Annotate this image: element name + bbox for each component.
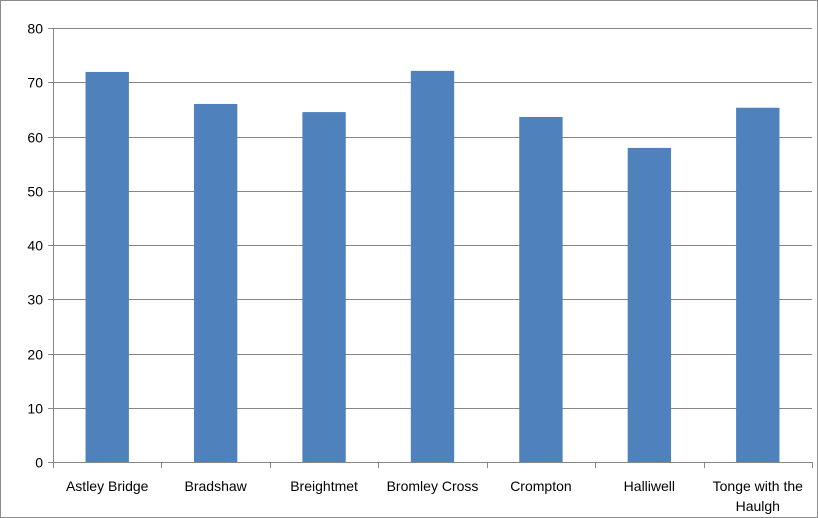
xtick-label: Bradshaw [185, 478, 248, 494]
xtick-label-line: Astley Bridge [66, 478, 149, 494]
xtick-label-line: Breightmet [290, 478, 358, 494]
xtick-label: Tonge with the Haulgh [713, 478, 803, 514]
ytick-label: 30 [27, 292, 43, 308]
bar [736, 107, 780, 462]
xtick-label-line: Crompton [510, 478, 571, 494]
xtick-label-line: Halliwell [624, 478, 675, 494]
ytick-label: 40 [27, 238, 43, 254]
ytick-label: 20 [27, 347, 43, 363]
xtick-label-line: Bromley Cross [387, 478, 479, 494]
xtick-label-line: Tonge with the [713, 478, 803, 494]
bar [302, 112, 346, 463]
bar [193, 103, 238, 462]
xtick-label-line: Bradshaw [185, 478, 248, 494]
ytick-label: 50 [27, 184, 43, 200]
ytick-label: 60 [27, 130, 43, 146]
bar [410, 70, 455, 463]
xtick-label: Breightmet [290, 478, 358, 494]
xtick-label-line: Haulgh [736, 498, 780, 514]
bar [519, 116, 563, 462]
ytick-label: 80 [27, 21, 43, 37]
xtick-label: Halliwell [624, 478, 675, 494]
ytick-label: 10 [27, 401, 43, 417]
xtick-label: Crompton [510, 478, 571, 494]
xtick-label: Astley Bridge [66, 478, 149, 494]
bar [627, 147, 672, 462]
xtick-label: Bromley Cross [387, 478, 479, 494]
ytick-label: 70 [27, 75, 43, 91]
bar [85, 71, 129, 462]
ytick-label: 0 [35, 455, 43, 471]
